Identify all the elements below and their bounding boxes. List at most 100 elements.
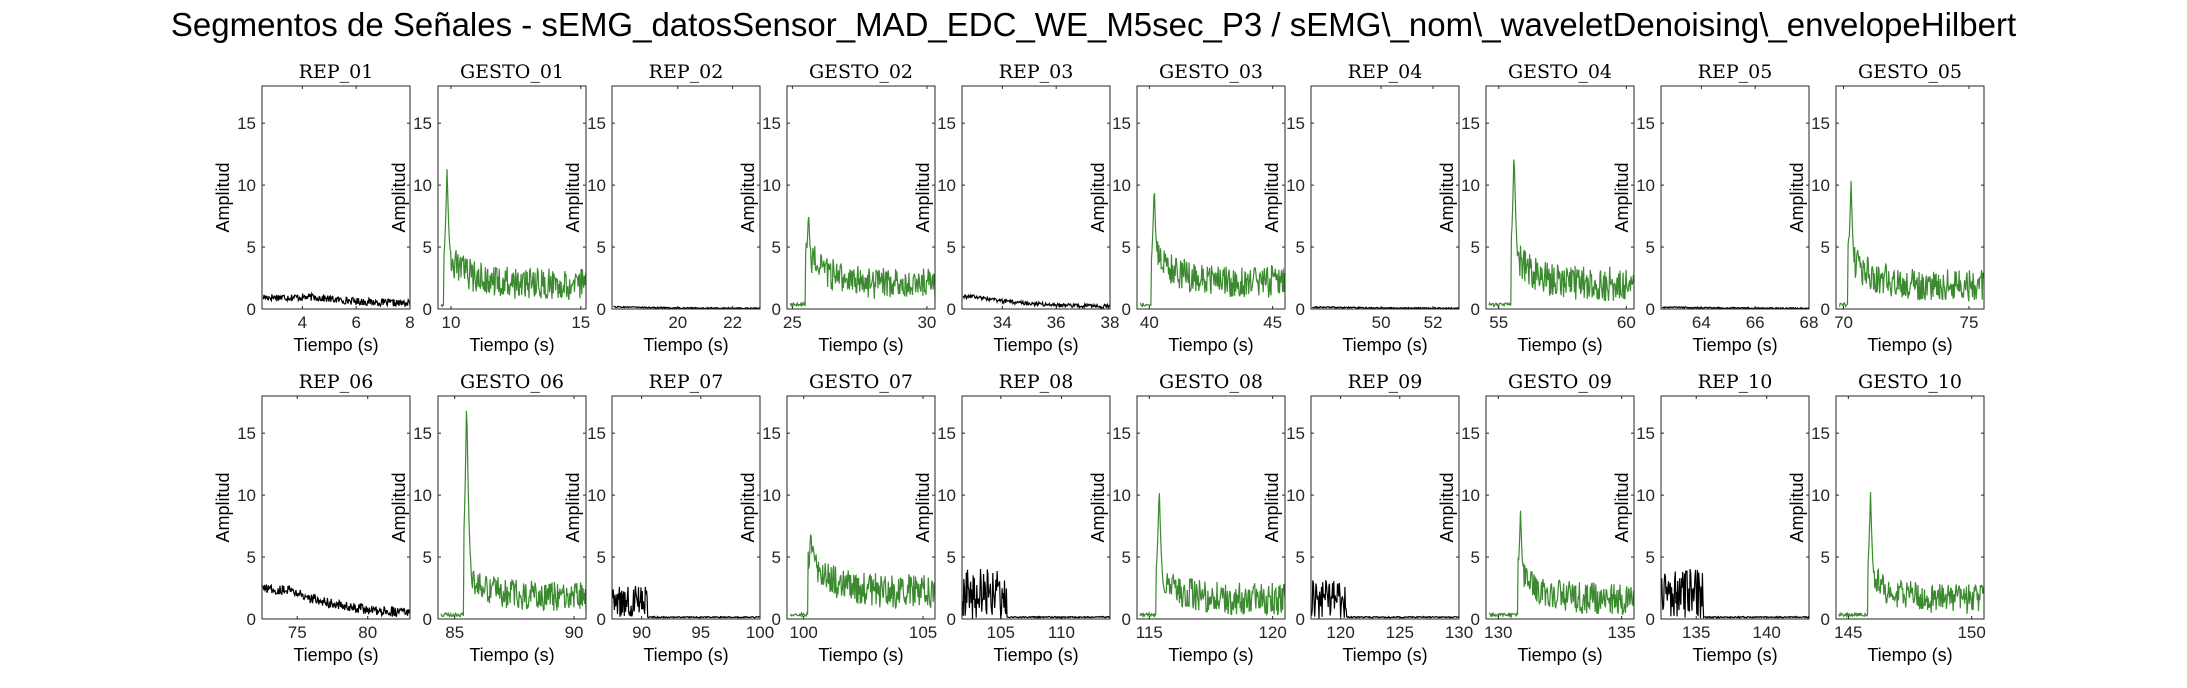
y-tick-label: 5 — [1296, 548, 1305, 567]
y-tick-label: 5 — [1821, 548, 1830, 567]
y-tick-label: 10 — [937, 176, 956, 195]
subplot-rep-09: REP_09 0 5 10 15 120 125 130 Tiempo (s) Amplitud — [1262, 371, 1473, 665]
signal-line — [1661, 569, 1810, 619]
signal-line — [1838, 492, 1985, 619]
y-tick-label: 5 — [247, 238, 256, 257]
x-tick-label: 105 — [909, 623, 937, 642]
subplot-title: REP_06 — [299, 371, 374, 393]
axes-box — [1485, 395, 1635, 620]
signal-line — [1312, 305, 1460, 310]
y-tick-label: 0 — [597, 300, 606, 319]
y-tick-label: 10 — [1636, 486, 1655, 505]
x-tick-label: 130 — [1484, 623, 1512, 642]
y-tick-label: 0 — [247, 610, 256, 629]
x-tick-label: 75 — [1959, 313, 1978, 332]
y-tick-label: 0 — [947, 300, 956, 319]
subplot-gesto-10: GESTO_10 0 5 10 15 145 150 Tiempo (s) Amplitud — [1787, 371, 1986, 665]
y-axis-label: Amplitud — [1437, 162, 1457, 232]
x-tick-label: 100 — [746, 623, 774, 642]
x-tick-label: 25 — [783, 313, 802, 332]
x-tick-label: 90 — [632, 623, 651, 642]
subplot-title: GESTO_06 — [460, 371, 564, 393]
y-axis-label: Amplitud — [1437, 472, 1457, 542]
y-tick-label: 15 — [1811, 424, 1830, 443]
y-axis-label: Amplitud — [1088, 472, 1108, 542]
subplot-rep-10: REP_10 0 5 10 15 135 140 Tiempo (s) Amplitud — [1612, 371, 1810, 665]
x-tick-label: 60 — [1617, 313, 1636, 332]
y-tick-label: 10 — [413, 486, 432, 505]
y-axis-label: Amplitud — [1088, 162, 1108, 232]
axes-box — [1835, 395, 1985, 620]
y-axis-label: Amplitud — [913, 162, 933, 232]
x-axis-label: Tiempo (s) — [1867, 335, 1952, 355]
y-tick-label: 15 — [1636, 424, 1655, 443]
signal-line — [1488, 159, 1635, 308]
y-tick-label: 0 — [1296, 610, 1305, 629]
y-tick-label: 10 — [237, 176, 256, 195]
signal-line — [440, 169, 587, 308]
subplot-title: GESTO_01 — [460, 61, 564, 83]
signal-line — [1838, 180, 1985, 308]
signal-line — [789, 534, 936, 619]
y-tick-label: 10 — [1112, 176, 1131, 195]
y-tick-label: 0 — [597, 610, 606, 629]
axes-box — [786, 85, 936, 310]
y-tick-label: 0 — [772, 300, 781, 319]
y-axis-label: Amplitud — [1262, 162, 1282, 232]
subplot-title: GESTO_04 — [1508, 61, 1612, 83]
x-axis-label: Tiempo (s) — [293, 335, 378, 355]
y-axis-label: Amplitud — [738, 162, 758, 232]
signal-line — [440, 410, 587, 618]
y-tick-label: 5 — [597, 548, 606, 567]
x-tick-label: 125 — [1386, 623, 1414, 642]
axes-box — [1660, 85, 1810, 310]
subplot-gesto-07: GESTO_07 0 5 10 15 100 105 Tiempo (s) Amplitud — [738, 371, 937, 665]
x-tick-label: 140 — [1753, 623, 1781, 642]
y-tick-label: 5 — [1646, 238, 1655, 257]
y-axis-label: Amplitud — [213, 472, 233, 542]
y-tick-label: 10 — [1811, 486, 1830, 505]
subplot-title: GESTO_08 — [1159, 371, 1263, 393]
y-tick-label: 5 — [1122, 548, 1131, 567]
y-tick-label: 10 — [1286, 176, 1305, 195]
axes-box — [437, 85, 587, 310]
signal-line — [612, 585, 761, 619]
subplot-gesto-04: GESTO_04 0 5 10 15 55 60 Tiempo (s) Amplitud — [1437, 61, 1636, 355]
y-tick-label: 10 — [1636, 176, 1655, 195]
y-tick-label: 0 — [947, 610, 956, 629]
y-tick-label: 5 — [947, 238, 956, 257]
subplot-title: GESTO_10 — [1858, 371, 1962, 393]
subplot-gesto-01: GESTO_01 0 5 10 15 10 15 Tiempo (s) Amplitud — [389, 61, 590, 355]
y-tick-label: 0 — [423, 610, 432, 629]
y-tick-label: 15 — [1811, 114, 1830, 133]
y-axis-label: Amplitud — [389, 472, 409, 542]
y-tick-label: 10 — [1112, 486, 1131, 505]
subplot-gesto-05: GESTO_05 0 5 10 15 70 75 Tiempo (s) Amplitud — [1787, 61, 1985, 355]
y-tick-label: 15 — [237, 424, 256, 443]
x-tick-label: 22 — [723, 313, 742, 332]
x-axis-label: Tiempo (s) — [1517, 645, 1602, 665]
axes-box — [961, 85, 1111, 310]
y-tick-label: 15 — [413, 114, 432, 133]
subplot-rep-07: REP_07 0 5 10 15 90 95 100 Tiempo (s) Amplitud — [563, 371, 774, 665]
subplot-title: GESTO_05 — [1858, 61, 1962, 83]
axes-box — [611, 395, 761, 620]
y-tick-label: 0 — [1821, 610, 1830, 629]
y-tick-label: 5 — [1821, 238, 1830, 257]
y-tick-label: 15 — [762, 424, 781, 443]
signal-line — [1139, 493, 1286, 619]
y-axis-label: Amplitud — [563, 472, 583, 542]
axes-box — [786, 395, 936, 620]
y-tick-label: 15 — [413, 424, 432, 443]
y-tick-label: 10 — [1461, 176, 1480, 195]
y-axis-label: Amplitud — [389, 162, 409, 232]
x-axis-label: Tiempo (s) — [1692, 645, 1777, 665]
subplot-title: REP_07 — [649, 371, 724, 393]
y-tick-label: 5 — [597, 238, 606, 257]
y-tick-label: 0 — [423, 300, 432, 319]
subplot-rep-06: REP_06 0 5 10 15 75 80 Tiempo (s) Amplitud — [213, 371, 411, 665]
subplot-gesto-09: GESTO_09 0 5 10 15 130 135 Tiempo (s) Amplitud — [1437, 371, 1636, 665]
x-tick-label: 4 — [298, 313, 307, 332]
x-axis-label: Tiempo (s) — [469, 645, 554, 665]
